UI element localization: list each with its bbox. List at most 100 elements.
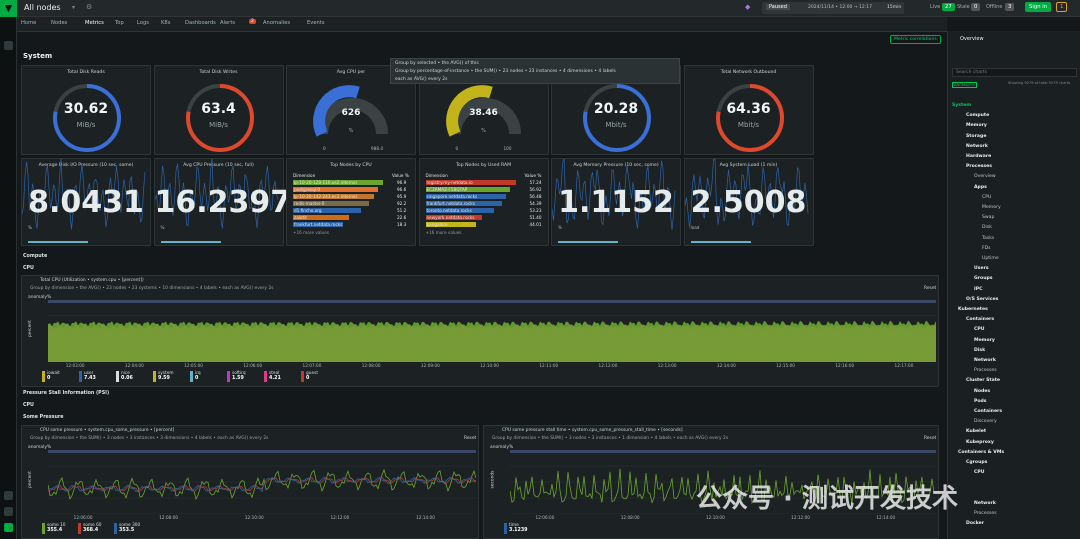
tree-item[interactable]: Network (974, 500, 996, 506)
table-row-name[interactable]: newyork.netdata.rocks (426, 215, 475, 220)
legend-chip[interactable]: irq 0 (190, 371, 201, 382)
table-row-name[interactable]: singapore.netdata.rocks (426, 194, 478, 199)
row2-card-4[interactable]: Avg Memory Pressure (10 sec, some) 1.1152… (551, 158, 681, 246)
live-count[interactable]: 27 (942, 3, 955, 11)
tree-item[interactable]: Pods (974, 398, 987, 404)
tree-item[interactable]: CPU (982, 194, 992, 200)
table-row-name[interactable]: bangalore (426, 222, 448, 227)
space-icon[interactable] (4, 41, 13, 50)
tab-4[interactable]: Logs (137, 20, 149, 26)
popup-row-3[interactable]: each as AVG() every 2s (395, 77, 448, 82)
tab-1[interactable]: Nodes (51, 20, 68, 26)
table-row-name[interactable]: ip-10-20-128-110.us2.internal (294, 180, 357, 185)
tree-item[interactable]: Cluster State (966, 378, 1001, 384)
tree-item[interactable]: System (952, 103, 972, 108)
node-selector[interactable]: All nodes (24, 3, 61, 12)
signin-button[interactable]: Sign in (1025, 2, 1052, 12)
table-row-name[interactable]: registry.my-netdata.io (426, 180, 473, 185)
alert-indicator[interactable]: 1 (1056, 2, 1068, 12)
tab-5[interactable]: K8s (161, 20, 171, 26)
tree-item[interactable]: Discovery (974, 419, 997, 425)
tree-item[interactable]: Memory (966, 123, 987, 129)
metric-correlations-button[interactable]: Metric correlations (890, 35, 941, 44)
legend-chip[interactable]: some 60 368.4 (78, 523, 102, 534)
legend-chip[interactable]: system 9.59 (153, 371, 174, 382)
tree-item[interactable]: Docker (966, 521, 985, 527)
legend-chip[interactable]: time 3.1239 (504, 523, 528, 534)
tree-item[interactable]: Nodes (974, 388, 991, 394)
tree-item[interactable]: Cgroups (966, 460, 988, 465)
legend-chip[interactable]: steal 4.21 (264, 371, 281, 382)
tree-item[interactable]: Processes (974, 368, 997, 374)
chart-controls[interactable]: Group by dimension • the SUM() • 3 nodes… (492, 436, 729, 441)
tree-item[interactable]: FDs (982, 245, 991, 251)
chart-controls[interactable]: Group by dimension • the SUM() • 3 nodes… (30, 436, 269, 441)
stale-count[interactable]: 0 (971, 3, 981, 11)
chart-controls[interactable]: Group by dimension • the AVG() • 23 node… (30, 286, 274, 291)
netdata-logo-icon[interactable] (0, 0, 17, 17)
table-row-name[interactable]: redis-master-0 (294, 201, 325, 206)
stat-card-5[interactable]: Total Network Outbound 64.36 Mbit/s (683, 65, 814, 155)
tree-item[interactable]: Disk (982, 225, 992, 231)
tree-item[interactable]: Containers (966, 317, 995, 323)
table-row-name[interactable]: frankfurt.netdata.rocks (294, 222, 343, 227)
tree-item[interactable]: Swap (982, 215, 995, 221)
help-icon[interactable] (4, 491, 13, 500)
tree-item[interactable]: Kubeproxy (966, 439, 994, 445)
chart-plot[interactable] (510, 450, 936, 514)
chevron-down-icon[interactable]: ▾ (72, 4, 76, 11)
table-row-name[interactable]: frankfurt.netdata.rocks (426, 201, 475, 206)
total-cpu-chart[interactable]: Total CPU (Utilization • system.cpu • [p… (21, 275, 939, 387)
legend-chip[interactable]: user 7.43 (79, 371, 96, 382)
tree-item[interactable]: Tasks (982, 235, 995, 241)
tree-item[interactable]: Memory (974, 337, 995, 343)
search-charts-input[interactable]: Search charts (952, 68, 1077, 77)
legend-chip[interactable]: guest 0 (301, 371, 319, 382)
tree-item[interactable]: IPC (974, 286, 983, 292)
tab-9[interactable]: Events (307, 20, 325, 26)
row2-card-1[interactable]: Avg CPU Pressure (10 sec, full) 16.2397% (153, 158, 291, 246)
anomaly-toggle[interactable]: ANOMALY% (952, 82, 977, 88)
tree-item[interactable]: Processes (966, 164, 992, 170)
tree-item[interactable]: CPU (974, 470, 985, 476)
chart-plot[interactable] (48, 450, 476, 514)
tree-item[interactable]: Hardware (966, 154, 992, 159)
table-row-name[interactable]: ip-10-20-142-243.ec2.internal (294, 194, 357, 199)
tab-2[interactable]: Metrics (85, 20, 104, 26)
reset-button[interactable]: Reset (924, 286, 937, 291)
time-controls[interactable]: Paused 2024/11/14 • 12:00 → 12:17 15min (762, 2, 904, 14)
more-values[interactable]: +16 more values (425, 230, 462, 235)
popup-row-1[interactable]: Group by selected • the AVG() of this (395, 61, 479, 66)
offline-count[interactable]: 3 (1005, 3, 1015, 11)
row2-card-5[interactable]: Avg System Load (1 min) 2.5008 load (683, 158, 814, 246)
row2-card-0[interactable]: Average Disk I/O Pressure (10 sec, some)… (21, 158, 151, 246)
tree-item[interactable]: Compute (966, 113, 990, 119)
legend-chip[interactable]: some 300 353.5 (114, 523, 141, 534)
tree-item[interactable]: Users (974, 266, 989, 272)
table-row-name[interactable]: zalotit (294, 215, 307, 220)
legend-chip[interactable]: softirq 1.59 (227, 371, 246, 382)
tree-item[interactable]: Uptime (982, 256, 999, 261)
row2-card-3[interactable]: Top Nodes by Used RAM Dimension Value % reg… (418, 158, 549, 246)
tree-item[interactable]: Network (974, 358, 996, 363)
reset-button[interactable]: Reset (464, 436, 477, 441)
tab-8[interactable]: Anomalies (263, 20, 291, 26)
tree-item[interactable]: Apps (974, 184, 987, 190)
stat-card-1[interactable]: Total Disk Writes 63.4 MiB/s (153, 65, 284, 155)
tree-item[interactable]: Groups (974, 276, 993, 282)
legend-chip[interactable]: some 10 355.4 (42, 523, 66, 534)
table-row-name[interactable]: d1.fincho.org (294, 208, 322, 213)
user-icon[interactable] (4, 523, 13, 532)
pause-button[interactable]: Paused (766, 4, 790, 10)
time-range[interactable]: 2024/11/14 • 12:00 → 12:17 (808, 5, 873, 10)
time-window[interactable]: 15min (887, 5, 902, 10)
settings-icon[interactable]: ⚙ (86, 3, 93, 11)
table-row-name[interactable]: EC2AMAZ-F5BQTAP (426, 187, 468, 192)
tree-item[interactable]: Disk (974, 347, 986, 353)
cpu-some-pressure-chart[interactable]: CPU some pressure • system.cpu_some_pres… (21, 425, 479, 539)
tree-item[interactable]: Kubernetes (958, 307, 988, 312)
bookmark-icon[interactable]: ◆ (745, 3, 751, 11)
tree-item[interactable]: O/S Services (966, 296, 999, 302)
tab-0[interactable]: Home (21, 20, 37, 26)
tab-6[interactable]: Dashboards (185, 20, 216, 26)
